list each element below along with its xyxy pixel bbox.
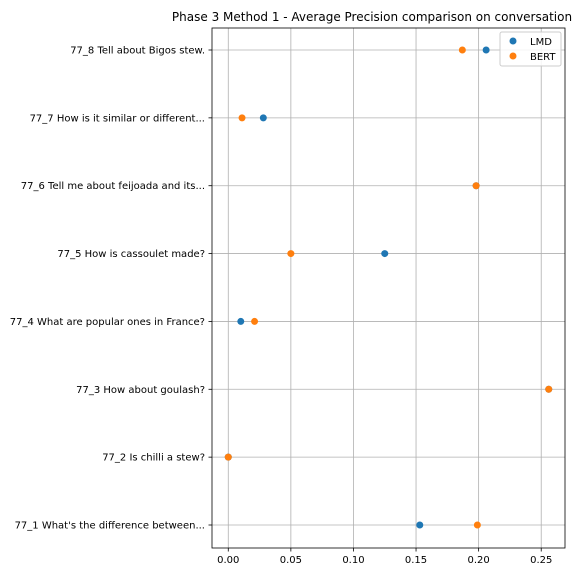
point-bert <box>458 46 466 54</box>
legend-label-lmd: LMD <box>530 37 552 48</box>
y-tick-label: 77_5 How is cassoulet made? <box>57 249 205 260</box>
point-bert <box>224 453 232 461</box>
legend-marker-bert <box>509 52 517 60</box>
y-tick-label: 77_6 Tell me about feijoada and its... <box>21 181 205 192</box>
x-tick-label: 0.10 <box>342 555 364 566</box>
legend-marker-lmd <box>509 37 517 45</box>
plot-frame <box>211 27 566 549</box>
y-tick-label: 77_8 Tell about Bigos stew. <box>70 46 205 57</box>
point-bert <box>238 114 246 122</box>
chart-title: Phase 3 Method 1 - Average Precision com… <box>172 10 572 24</box>
y-tick-label: 77_7 How is it similar or different... <box>30 113 205 124</box>
point-bert <box>473 521 481 529</box>
x-tick-label: 0.05 <box>280 555 302 566</box>
legend-label-bert: BERT <box>530 52 556 63</box>
point-bert <box>545 385 553 393</box>
point-lmd <box>482 46 490 54</box>
point-lmd <box>237 317 245 325</box>
point-bert <box>251 317 259 325</box>
legend: LMD BERT <box>499 31 562 67</box>
point-lmd <box>259 114 267 122</box>
y-axis-labels: 77_8 Tell about Bigos stew. 77_7 How is i… <box>10 46 212 532</box>
point-lmd <box>381 250 389 258</box>
y-tick-label: 77_1 What's the difference between... <box>15 521 205 532</box>
y-tick-label: 77_4 What are popular ones in France? <box>10 317 205 328</box>
x-tick-label: 0.20 <box>467 555 489 566</box>
point-bert <box>472 182 480 190</box>
y-tick-label: 77_2 Is chilli a stew? <box>102 453 205 464</box>
x-axis-labels: 0.00 0.05 0.10 0.15 0.20 0.25 <box>217 548 552 566</box>
grid <box>212 28 565 548</box>
y-tick-label: 77_3 How about goulash? <box>76 385 205 396</box>
point-bert <box>287 250 295 258</box>
point-lmd <box>416 521 424 529</box>
data-points <box>224 46 553 529</box>
x-tick-label: 0.25 <box>530 555 552 566</box>
x-tick-label: 0.00 <box>217 555 239 566</box>
x-tick-label: 0.15 <box>405 555 427 566</box>
